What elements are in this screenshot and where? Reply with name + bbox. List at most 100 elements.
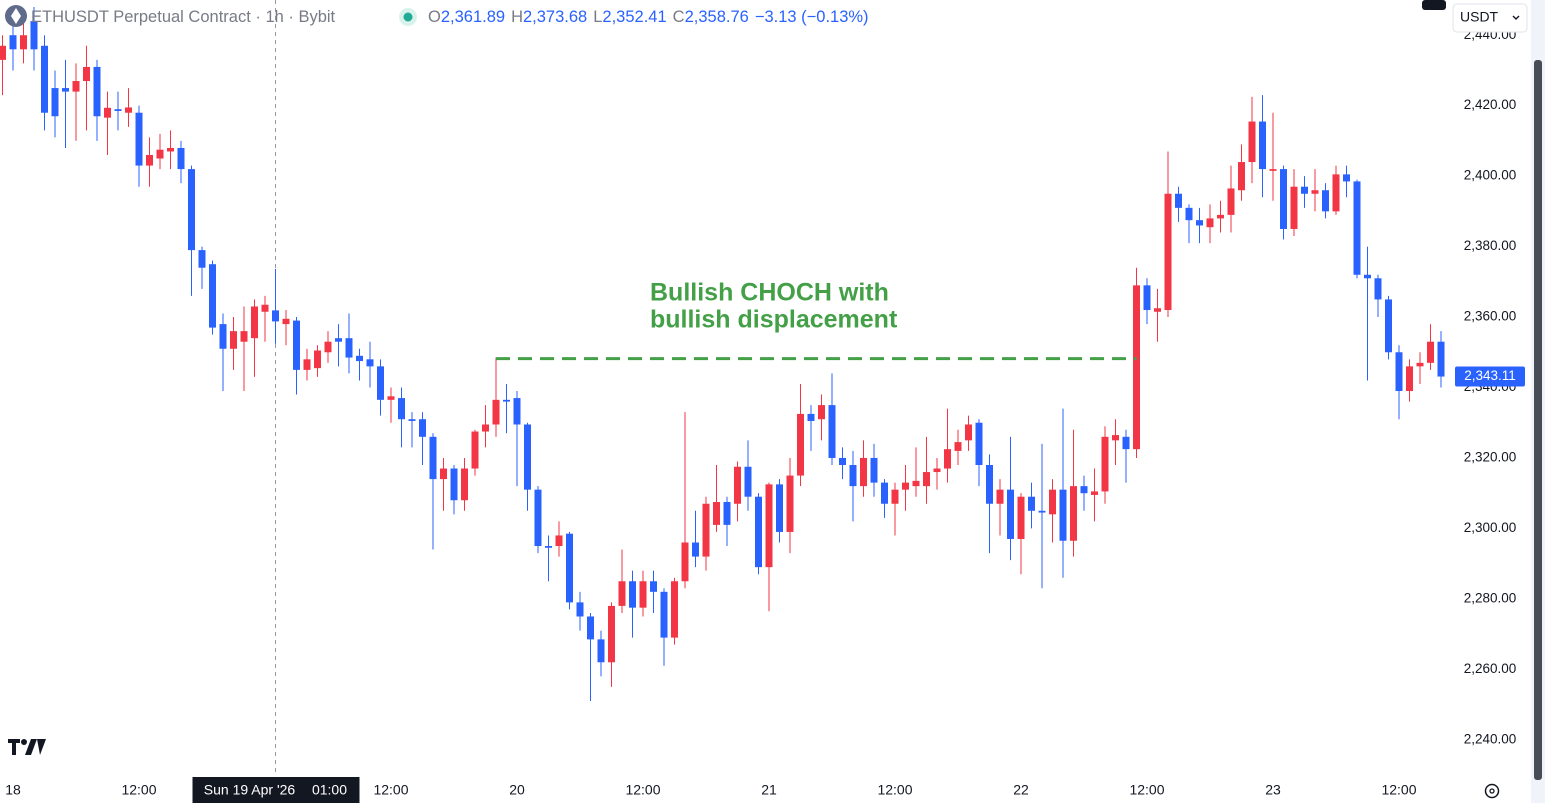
candle-body — [807, 413, 815, 421]
logo-part — [12, 739, 16, 755]
candle-body — [608, 605, 615, 663]
candle-body — [524, 424, 531, 490]
candle-body — [440, 468, 447, 480]
symbol-title: ETHUSDT Perpetual Contract · 1h · Bybit — [31, 8, 336, 26]
candle-body — [1017, 496, 1025, 539]
y-tick-label: 2,400.00 — [1464, 168, 1517, 183]
ohlc-value: 2,358.76 — [685, 8, 749, 26]
candle-body — [776, 484, 783, 532]
candle-body — [345, 338, 353, 358]
candle-body — [1364, 274, 1371, 279]
candle-body — [30, 21, 38, 50]
candle-body — [944, 449, 951, 469]
candle-body — [1406, 366, 1413, 392]
y-tick-label: 2,380.00 — [1464, 238, 1517, 253]
candle-body — [1007, 489, 1014, 539]
y-tick-label: 2,280.00 — [1464, 590, 1517, 605]
candle-body — [9, 35, 17, 50]
y-tick-label: 2,240.00 — [1464, 731, 1517, 746]
candle-body — [1175, 193, 1182, 208]
status-dot — [403, 12, 413, 22]
currency-button[interactable] — [1452, 3, 1528, 33]
candle-body — [72, 81, 80, 92]
candle-body — [713, 501, 720, 525]
candle-body — [1185, 207, 1193, 221]
crosshair-time-box — [192, 777, 360, 803]
logo-part — [37, 739, 46, 755]
candle-body — [125, 107, 132, 113]
candle-body — [671, 581, 678, 638]
candle-body — [282, 318, 290, 325]
candle-body — [1164, 193, 1172, 310]
x-tick-label: 12:00 — [625, 782, 660, 798]
settings-button[interactable] — [1484, 783, 1500, 799]
candle-body — [261, 304, 269, 312]
candle-body — [503, 399, 510, 402]
candle-body — [135, 112, 143, 166]
candle-body — [1311, 190, 1319, 194]
candle-body — [482, 424, 489, 432]
candle-body — [146, 155, 153, 166]
candle-body — [219, 324, 227, 349]
y-tick-label: 2,260.00 — [1464, 661, 1517, 676]
candle-body — [734, 466, 741, 504]
ohlc-value: 2,352.41 — [602, 8, 666, 26]
candle-body — [1395, 352, 1403, 392]
last-price-box — [1455, 366, 1525, 387]
candle-body — [1196, 220, 1203, 226]
candle-body — [1080, 486, 1088, 494]
candle-body — [1343, 174, 1350, 182]
x-tick-label: 21 — [761, 782, 777, 798]
candle-body — [1070, 486, 1077, 541]
candle-body — [1280, 169, 1287, 229]
settings-button-center[interactable] — [1489, 788, 1495, 794]
candle-body — [912, 480, 920, 487]
toolbar-button[interactable] — [1422, 0, 1446, 10]
candle-body — [461, 468, 468, 501]
candle-body — [251, 306, 258, 339]
candle-body — [1038, 510, 1046, 513]
candle-body — [156, 149, 164, 159]
currency-label[interactable]: USDT — [1460, 9, 1499, 25]
candle-body — [860, 457, 867, 487]
candle-body — [891, 489, 899, 504]
candle-body — [513, 398, 521, 425]
header: ETHUSDT Perpetual Contract · 1h · Bybit — [31, 8, 336, 26]
candle-body — [786, 475, 794, 532]
candle-body — [209, 264, 216, 328]
candle-body — [1059, 489, 1067, 541]
x-tick-label: 22 — [1013, 782, 1029, 798]
candle-body — [828, 405, 836, 458]
candle-body — [93, 66, 101, 117]
ohlc-value: 2,361.89 — [441, 8, 505, 26]
candle-body — [1154, 308, 1161, 312]
candle-body — [881, 482, 888, 504]
candle-body — [0, 45, 6, 60]
candle-body — [419, 419, 426, 437]
candle-body — [996, 489, 1004, 504]
candle-body — [965, 424, 972, 441]
candle-body — [702, 503, 710, 557]
ohlc-key: O — [428, 8, 441, 26]
candle-body — [534, 489, 542, 547]
ohlc-key: L — [593, 8, 602, 26]
dropdown-chevron[interactable] — [1512, 15, 1520, 20]
candle-body — [1353, 181, 1361, 275]
candle-body — [83, 66, 90, 82]
candle-body — [1227, 188, 1235, 215]
candle-body — [408, 419, 416, 421]
candle-body — [597, 639, 605, 663]
candle-body — [1101, 436, 1109, 492]
crosshair-date: Sun 19 Apr '26 — [204, 782, 296, 798]
symbol-icon-glyph — [11, 8, 21, 24]
candle-body — [492, 399, 500, 425]
candle-body — [41, 45, 48, 113]
candle-body — [681, 542, 689, 582]
candle-body — [797, 413, 804, 476]
x-tick-label: 12:00 — [877, 782, 912, 798]
candle-body — [1385, 299, 1392, 353]
candle-body — [1238, 162, 1245, 191]
candle-body — [1259, 121, 1266, 170]
